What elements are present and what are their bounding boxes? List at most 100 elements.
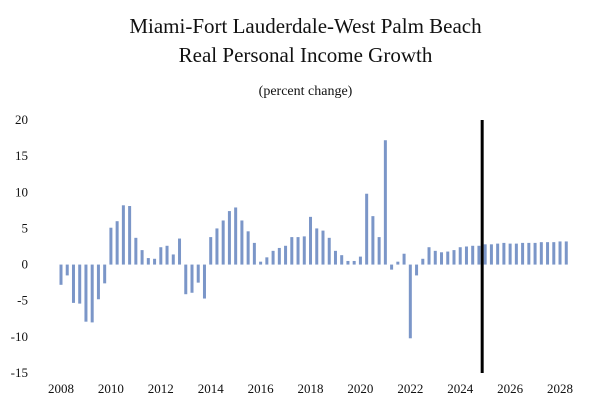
y-tick-label: -15 <box>11 365 28 380</box>
x-tick-label: 2014 <box>198 381 225 396</box>
bar <box>539 242 543 265</box>
chart-title: Miami-Fort Lauderdale-West Palm Beach <box>129 14 482 38</box>
bar <box>321 230 325 265</box>
bar <box>365 193 369 265</box>
bar <box>171 254 175 265</box>
bar <box>333 250 337 265</box>
bar <box>134 237 138 265</box>
bar <box>202 264 206 299</box>
bar <box>527 242 531 265</box>
bar <box>421 258 425 265</box>
y-tick-label: 0 <box>22 257 29 272</box>
bar <box>178 238 182 265</box>
bar <box>377 237 381 265</box>
y-tick-label: 20 <box>15 112 28 127</box>
bar <box>427 247 431 265</box>
bar <box>184 264 188 295</box>
bar <box>496 243 500 265</box>
bar <box>502 242 506 265</box>
chart-subtitle: (percent change) <box>258 84 353 99</box>
x-tick-label: 2008 <box>48 381 74 396</box>
bar <box>140 250 144 265</box>
chart-title-line2: Real Personal Income Growth <box>178 43 433 67</box>
bar <box>352 260 356 265</box>
y-tick-label: -5 <box>17 293 28 308</box>
bar <box>90 264 94 323</box>
x-tick-label: 2012 <box>148 381 174 396</box>
bar <box>252 242 256 265</box>
bar <box>464 246 468 265</box>
bar <box>440 252 444 265</box>
bar <box>358 256 362 265</box>
bar <box>71 264 75 303</box>
x-tick-label: 2028 <box>547 381 573 396</box>
bar <box>433 250 437 265</box>
x-tick-label: 2018 <box>298 381 324 396</box>
bar <box>59 264 63 285</box>
bar <box>346 260 350 265</box>
bar <box>265 257 269 265</box>
bar <box>277 247 281 265</box>
bar <box>552 242 556 265</box>
bar <box>190 264 194 293</box>
bar <box>514 243 518 265</box>
bar <box>408 264 412 339</box>
bar <box>240 220 244 265</box>
bar <box>302 236 306 265</box>
bar <box>477 245 481 265</box>
bar <box>402 253 406 265</box>
bar <box>309 216 313 265</box>
bar <box>471 245 475 265</box>
bar <box>458 247 462 265</box>
bar <box>452 250 456 265</box>
bar <box>78 264 82 304</box>
bar <box>533 242 537 265</box>
bar <box>521 242 525 265</box>
bar <box>271 250 275 265</box>
bar <box>259 261 263 265</box>
bar <box>296 237 300 265</box>
bar <box>121 205 125 265</box>
bar <box>221 220 225 265</box>
bar <box>65 264 69 276</box>
x-tick-label: 2010 <box>98 381 124 396</box>
bar <box>115 221 119 265</box>
bar <box>128 206 132 265</box>
bar <box>103 264 107 284</box>
x-tick-label: 2016 <box>248 381 275 396</box>
bar <box>96 264 100 300</box>
bar <box>246 231 250 265</box>
x-tick-label: 2022 <box>397 381 423 396</box>
bar <box>209 237 213 265</box>
bar <box>196 264 200 283</box>
bar <box>290 237 294 265</box>
bar <box>415 264 419 276</box>
y-tick-label: 5 <box>22 220 29 235</box>
bar <box>159 247 163 265</box>
bar <box>340 255 344 265</box>
bar <box>315 228 319 265</box>
bar <box>234 207 238 265</box>
bar <box>165 245 169 265</box>
x-tick-label: 2024 <box>447 381 474 396</box>
bar <box>284 245 288 265</box>
bar <box>109 227 113 265</box>
bar <box>446 251 450 265</box>
bar <box>327 237 331 265</box>
bar <box>396 261 400 265</box>
bar <box>564 241 568 265</box>
x-tick-label: 2020 <box>347 381 373 396</box>
bar <box>371 216 375 265</box>
y-tick-label: 10 <box>15 184 28 199</box>
y-tick-label: -10 <box>11 329 28 344</box>
bar <box>546 242 550 265</box>
bar <box>227 211 231 265</box>
bar <box>153 258 157 265</box>
bar <box>489 244 493 265</box>
y-tick-label: 15 <box>15 148 28 163</box>
bar <box>383 140 387 265</box>
bar <box>84 264 88 322</box>
bar <box>146 258 150 265</box>
bar <box>483 244 487 265</box>
